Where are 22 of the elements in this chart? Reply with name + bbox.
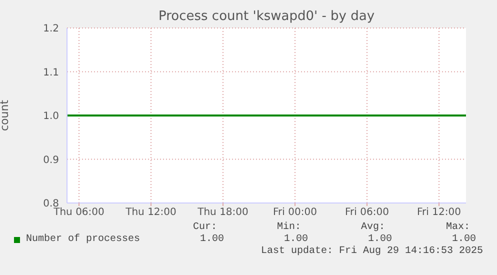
text: Last update: Fri Aug 29 14:16:53 2025 bbox=[260, 246, 483, 257]
chart-title: Process count 'kswapd0' - by day bbox=[157, 9, 376, 24]
legend-label: Number of processes bbox=[26, 234, 140, 245]
text: 1.00 bbox=[452, 234, 476, 245]
text: 1.00 bbox=[200, 234, 224, 245]
text: 1.00 bbox=[368, 234, 392, 245]
x-tick-label: Fri 06:00 bbox=[345, 207, 389, 218]
text: Avg: bbox=[360, 222, 385, 233]
text: 1.00 bbox=[284, 234, 308, 245]
y-axis-title: count bbox=[0, 99, 11, 132]
text: Min: bbox=[276, 222, 301, 233]
y-tick-label: 1.0 bbox=[43, 111, 59, 122]
text: Max: bbox=[446, 222, 470, 233]
x-tick-label: Thu 06:00 bbox=[52, 207, 104, 218]
text: Cur: bbox=[192, 222, 217, 233]
x-tick-label: Fri 00:00 bbox=[273, 207, 317, 218]
y-tick-label: 0.9 bbox=[43, 154, 59, 166]
y-tick-label: 1.1 bbox=[43, 67, 59, 78]
x-tick-label: Thu 12:00 bbox=[124, 207, 176, 218]
y-tick-label: 1.2 bbox=[43, 24, 59, 35]
x-tick-label: Fri 12:00 bbox=[417, 207, 461, 218]
x-tick-label: Thu 18:00 bbox=[196, 207, 248, 218]
